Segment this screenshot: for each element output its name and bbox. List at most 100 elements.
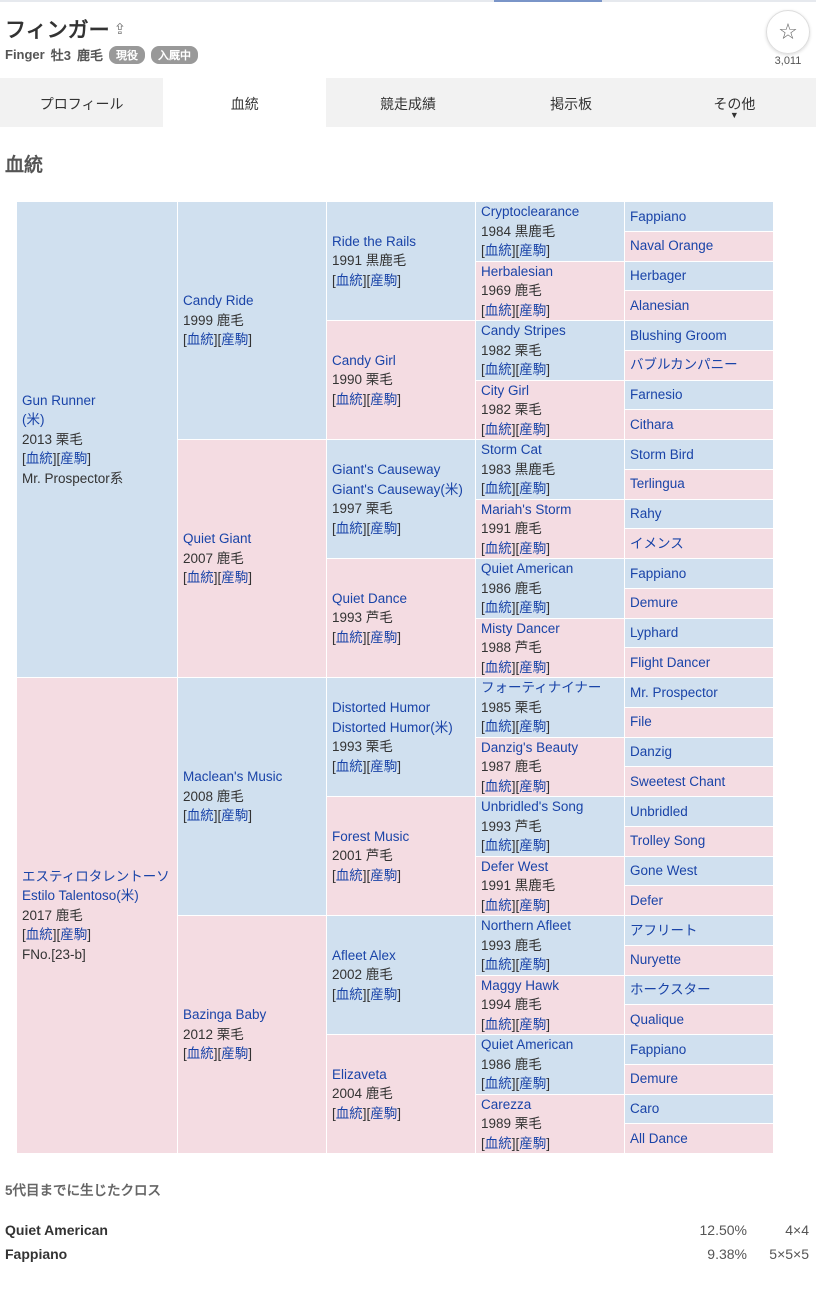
ancestor-link-alt[interactable]: Giant's Causeway(米): [332, 481, 463, 497]
offspring-link[interactable]: 産駒: [519, 1076, 547, 1091]
pedigree-link[interactable]: 血統: [484, 957, 512, 972]
offspring-link[interactable]: 産駒: [221, 332, 249, 348]
offspring-link[interactable]: 産駒: [519, 481, 547, 496]
ancestor-link[interactable]: Nuryette: [630, 952, 682, 968]
offspring-link[interactable]: 産駒: [519, 302, 547, 318]
ancestor-link[interactable]: Candy Ride: [183, 293, 254, 309]
ancestor-link-alt[interactable]: Estilo Talentoso(米): [22, 888, 139, 904]
ancestor-link[interactable]: Afleet Alex: [332, 947, 396, 963]
ancestor-link[interactable]: Carezza: [481, 1096, 532, 1112]
ancestor-link[interactable]: Flight Dancer: [630, 654, 711, 670]
ancestor-link[interactable]: Fappiano: [630, 565, 687, 581]
pedigree-link[interactable]: 血統: [484, 897, 512, 913]
offspring-link[interactable]: 産駒: [519, 540, 547, 556]
ancestor-link[interactable]: Defer: [630, 892, 664, 908]
pedigree-link[interactable]: 血統: [335, 520, 363, 536]
offspring-link[interactable]: 産駒: [370, 629, 398, 645]
pedigree-link[interactable]: 血統: [335, 629, 363, 645]
offspring-link[interactable]: 産駒: [519, 1016, 547, 1032]
pedigree-link[interactable]: 血統: [484, 1076, 512, 1091]
pedigree-link[interactable]: 血統: [186, 808, 214, 824]
share-icon[interactable]: ⇪: [113, 21, 127, 38]
ancestor-link[interactable]: Cryptoclearance: [481, 204, 580, 219]
ancestor-link[interactable]: All Dance: [630, 1130, 688, 1146]
ancestor-link[interactable]: Danzig: [630, 744, 673, 760]
ancestor-link[interactable]: Farnesio: [630, 387, 683, 403]
tab-other[interactable]: その他 ▼: [653, 78, 816, 127]
pedigree-link[interactable]: 血統: [484, 659, 512, 675]
pedigree-link[interactable]: 血統: [484, 838, 512, 853]
ancestor-link[interactable]: Bazinga Baby: [183, 1007, 267, 1023]
ancestor-link[interactable]: Storm Bird: [630, 446, 694, 462]
ancestor-link[interactable]: Demure: [630, 1071, 679, 1087]
pedigree-link[interactable]: 血統: [484, 421, 512, 437]
ancestor-link[interactable]: Mariah's Storm: [481, 501, 572, 517]
offspring-link[interactable]: 産駒: [60, 451, 88, 467]
offspring-link[interactable]: 産駒: [519, 600, 547, 615]
offspring-link[interactable]: 産駒: [221, 808, 249, 824]
ancestor-link[interactable]: Herbalesian: [481, 263, 554, 279]
ancestor-link[interactable]: フォーティナイナー: [481, 680, 602, 695]
ancestor-link[interactable]: Danzig's Beauty: [481, 739, 579, 755]
ancestor-link[interactable]: City Girl: [481, 382, 529, 398]
ancestor-link[interactable]: Quiet American: [481, 1037, 574, 1052]
ancestor-link[interactable]: Quiet Dance: [332, 590, 408, 606]
ancestor-link[interactable]: Elizaveta: [332, 1066, 387, 1082]
ancestor-link[interactable]: Maggy Hawk: [481, 977, 560, 993]
offspring-link[interactable]: 産駒: [519, 778, 547, 794]
pedigree-link[interactable]: 血統: [335, 986, 363, 1002]
pedigree-link[interactable]: 血統: [484, 362, 512, 377]
pedigree-link[interactable]: 血統: [484, 243, 512, 258]
offspring-link[interactable]: 産駒: [519, 421, 547, 437]
ancestor-link[interactable]: イメンス: [630, 535, 684, 551]
ancestor-link[interactable]: Qualique: [630, 1011, 685, 1027]
ancestor-link[interactable]: Alanesian: [630, 297, 690, 313]
ancestor-link[interactable]: Blushing Groom: [630, 327, 727, 343]
ancestor-link[interactable]: Candy Stripes: [481, 323, 566, 338]
ancestor-link[interactable]: ホークスター: [630, 982, 711, 998]
offspring-link[interactable]: 産駒: [519, 838, 547, 853]
pedigree-link[interactable]: 血統: [25, 927, 53, 943]
ancestor-link-alt[interactable]: (米): [22, 412, 45, 428]
ancestor-link[interactable]: Maclean's Music: [183, 769, 283, 785]
offspring-link[interactable]: 産駒: [519, 719, 547, 734]
ancestor-link[interactable]: Cithara: [630, 416, 674, 432]
pedigree-link[interactable]: 血統: [484, 481, 512, 496]
offspring-link[interactable]: 産駒: [519, 897, 547, 913]
tab-race-results[interactable]: 競走成績: [379, 96, 436, 112]
tab-bbs[interactable]: 掲示板: [550, 96, 593, 112]
ancestor-link[interactable]: Forest Music: [332, 828, 410, 844]
pedigree-link[interactable]: 血統: [484, 778, 512, 794]
offspring-link[interactable]: 産駒: [60, 927, 88, 943]
offspring-link[interactable]: 産駒: [221, 1046, 249, 1062]
ancestor-link[interactable]: Fappiano: [630, 208, 687, 224]
ancestor-link[interactable]: Giant's Causeway: [332, 462, 441, 477]
ancestor-link[interactable]: Candy Girl: [332, 352, 396, 368]
tab-pedigree[interactable]: 血統: [163, 78, 327, 127]
ancestor-link[interactable]: Unbridled's Song: [481, 799, 584, 814]
offspring-link[interactable]: 産駒: [370, 867, 398, 883]
ancestor-link[interactable]: バブルカンパニー: [630, 357, 738, 373]
tab-profile[interactable]: プロフィール: [39, 96, 124, 112]
offspring-link[interactable]: 産駒: [370, 758, 398, 774]
ancestor-link[interactable]: アフリート: [630, 922, 698, 938]
offspring-link[interactable]: 産駒: [370, 391, 398, 407]
pedigree-link[interactable]: 血統: [484, 719, 512, 734]
ancestor-link[interactable]: Demure: [630, 595, 679, 611]
pedigree-link[interactable]: 血統: [484, 540, 512, 556]
ancestor-link[interactable]: Gun Runner: [22, 392, 96, 408]
ancestor-link[interactable]: Terlingua: [630, 476, 685, 492]
offspring-link[interactable]: 産駒: [370, 520, 398, 536]
pedigree-link[interactable]: 血統: [335, 272, 363, 288]
ancestor-link[interactable]: Trolley Song: [630, 833, 706, 849]
ancestor-link[interactable]: Mr. Prospector: [630, 684, 718, 700]
offspring-link[interactable]: 産駒: [370, 1105, 398, 1121]
pedigree-link[interactable]: 血統: [484, 600, 512, 615]
ancestor-link[interactable]: Storm Cat: [481, 442, 542, 457]
ancestor-link[interactable]: Defer West: [481, 858, 549, 874]
pedigree-link[interactable]: 血統: [186, 570, 214, 586]
ancestor-link[interactable]: Fappiano: [630, 1041, 687, 1057]
offspring-link[interactable]: 産駒: [519, 362, 547, 377]
ancestor-link[interactable]: Quiet Giant: [183, 531, 252, 547]
offspring-link[interactable]: 産駒: [221, 570, 249, 586]
